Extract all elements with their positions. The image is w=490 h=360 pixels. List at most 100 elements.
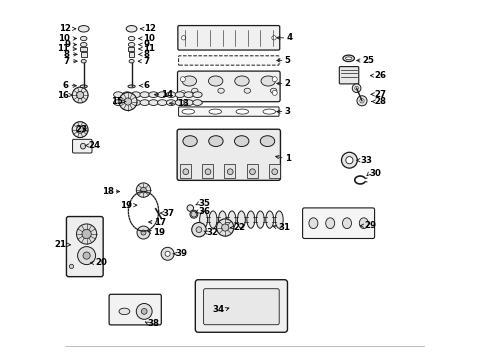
Bar [180, 164, 191, 178]
Text: 35: 35 [199, 199, 211, 208]
Ellipse shape [184, 92, 194, 98]
Ellipse shape [149, 92, 158, 98]
Text: 39: 39 [176, 249, 188, 258]
Ellipse shape [182, 109, 195, 114]
Text: 16: 16 [57, 91, 69, 100]
Text: 8: 8 [143, 50, 149, 59]
Circle shape [272, 77, 277, 82]
Circle shape [272, 36, 276, 40]
Circle shape [191, 211, 197, 217]
Circle shape [136, 303, 152, 319]
Text: 8: 8 [63, 50, 69, 59]
FancyBboxPatch shape [339, 67, 359, 84]
Ellipse shape [149, 100, 158, 105]
Circle shape [272, 90, 277, 95]
Text: 38: 38 [148, 319, 160, 328]
Text: 14: 14 [162, 90, 173, 99]
Ellipse shape [167, 100, 176, 105]
Circle shape [72, 87, 88, 103]
Circle shape [76, 91, 84, 99]
Text: 7: 7 [63, 57, 69, 66]
Text: 11: 11 [57, 44, 69, 53]
Text: 30: 30 [369, 169, 381, 178]
Bar [128, 47, 134, 51]
Ellipse shape [238, 211, 245, 228]
Text: 10: 10 [58, 34, 71, 43]
Ellipse shape [187, 205, 194, 211]
Circle shape [119, 93, 137, 111]
Ellipse shape [119, 308, 130, 315]
Circle shape [72, 122, 88, 138]
Text: 5: 5 [285, 56, 291, 65]
Ellipse shape [80, 36, 87, 41]
Ellipse shape [78, 26, 89, 32]
Ellipse shape [69, 264, 74, 269]
FancyBboxPatch shape [196, 280, 288, 332]
Circle shape [137, 226, 150, 239]
Text: 12: 12 [59, 24, 72, 33]
Text: 9: 9 [64, 40, 71, 49]
Ellipse shape [175, 100, 185, 105]
Text: 1: 1 [285, 154, 291, 163]
FancyBboxPatch shape [178, 26, 280, 50]
Text: 13: 13 [176, 99, 189, 108]
Text: 9: 9 [143, 40, 149, 49]
Text: 20: 20 [95, 258, 107, 267]
Ellipse shape [359, 218, 368, 229]
Ellipse shape [256, 211, 264, 228]
Ellipse shape [183, 136, 197, 147]
Text: 23: 23 [75, 125, 87, 134]
Ellipse shape [183, 169, 189, 175]
Circle shape [136, 183, 151, 197]
Ellipse shape [227, 169, 233, 175]
Bar [224, 164, 235, 178]
Ellipse shape [190, 210, 198, 218]
Ellipse shape [114, 100, 123, 105]
Text: 19: 19 [120, 201, 132, 210]
Text: 32: 32 [206, 228, 219, 237]
Ellipse shape [129, 59, 134, 63]
Ellipse shape [167, 92, 176, 98]
Ellipse shape [126, 26, 137, 32]
Text: 3: 3 [285, 107, 291, 116]
Text: 29: 29 [365, 221, 376, 230]
Text: 37: 37 [163, 209, 175, 217]
Ellipse shape [235, 76, 249, 86]
Ellipse shape [261, 76, 275, 86]
Ellipse shape [128, 85, 135, 88]
Ellipse shape [128, 36, 135, 41]
Text: 18: 18 [101, 187, 114, 196]
Ellipse shape [114, 92, 123, 98]
Text: 15: 15 [111, 97, 122, 106]
Ellipse shape [81, 59, 86, 63]
Ellipse shape [193, 92, 202, 98]
Circle shape [342, 152, 357, 168]
Text: 17: 17 [154, 217, 167, 227]
Ellipse shape [122, 100, 132, 105]
Circle shape [346, 157, 353, 164]
Circle shape [181, 36, 186, 40]
Circle shape [82, 229, 91, 239]
Text: 7: 7 [143, 57, 149, 66]
FancyBboxPatch shape [178, 56, 279, 65]
Ellipse shape [175, 92, 185, 98]
Bar [269, 164, 280, 178]
Ellipse shape [249, 169, 255, 175]
Ellipse shape [205, 169, 211, 175]
Ellipse shape [80, 85, 87, 88]
Circle shape [83, 252, 90, 259]
Ellipse shape [80, 143, 86, 149]
Text: 34: 34 [212, 305, 224, 314]
Ellipse shape [131, 100, 141, 105]
Ellipse shape [208, 76, 223, 86]
Text: 26: 26 [374, 71, 387, 80]
Circle shape [221, 224, 229, 231]
Ellipse shape [343, 218, 351, 229]
Circle shape [76, 224, 97, 244]
Circle shape [180, 77, 185, 82]
FancyBboxPatch shape [303, 208, 374, 238]
FancyBboxPatch shape [109, 294, 161, 325]
Text: 10: 10 [143, 34, 155, 43]
Circle shape [165, 251, 170, 256]
Text: 28: 28 [374, 97, 387, 106]
